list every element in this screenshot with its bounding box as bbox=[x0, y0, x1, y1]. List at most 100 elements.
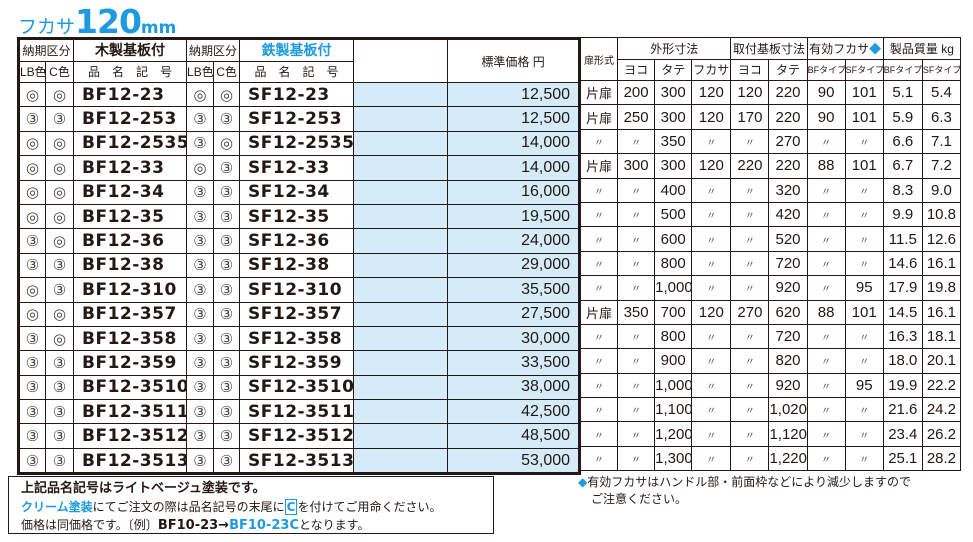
bf-effective-depth: 〃 bbox=[806, 128, 846, 155]
steel-lb-lead-time: ③ bbox=[186, 350, 215, 376]
sf-weight: 5.4 bbox=[921, 79, 962, 106]
wood-lb-lead-time: ◎ bbox=[18, 130, 46, 157]
sf-weight: 18.1 bbox=[921, 323, 962, 350]
steel-lb-lead-time: ③ bbox=[186, 423, 215, 449]
note-text: を付けてご用命ください。 bbox=[297, 500, 442, 514]
wood-lb-lead-time: ③ bbox=[18, 399, 46, 425]
spec-table: 扉形式 外形寸法 取付基板寸法 有効フカサ◆ 製品質量 kg ヨコ タテ フカサ… bbox=[579, 37, 962, 472]
steel-c-lead-time: ③ bbox=[213, 179, 241, 205]
sf-effective-depth: 〃 bbox=[844, 348, 884, 374]
table-row: 〃〃 1,000 〃〃 920 〃 95 17.9 19.8 bbox=[579, 275, 962, 301]
wood-product-code: BF12-358 bbox=[73, 325, 188, 352]
table-row: 〃〃 1,300 〃〃 1,220 〃〃 25.1 28.2 bbox=[579, 445, 962, 472]
steel-c-lead-time: ③ bbox=[213, 228, 241, 254]
table-row: ◎ ◎ BF12-23 ◎ ◎ SF12-23 12,500 bbox=[18, 81, 581, 108]
blank-cell bbox=[353, 228, 449, 254]
outer-dimension-header: 外形寸法 bbox=[617, 37, 732, 60]
blank-cell bbox=[353, 203, 449, 230]
page-title: フカサ120mm bbox=[18, 2, 176, 41]
outer-width: 300 bbox=[617, 153, 656, 179]
weight-header: 製品質量 kg bbox=[882, 37, 962, 60]
bf-effective-depth: 〃 bbox=[806, 226, 846, 252]
table-row: ③ ③ BF12-253 ③ ③ SF12-253 12,500 bbox=[18, 106, 581, 132]
outer-height: 900 bbox=[654, 348, 693, 374]
note-text: にてご注文の際は品名記号の末尾に bbox=[92, 500, 285, 514]
bf-weight: 17.9 bbox=[882, 275, 923, 301]
table-row: 〃〃 800 〃〃 720 〃〃 16.3 18.1 bbox=[579, 323, 962, 350]
mount-height: 920 bbox=[768, 275, 808, 301]
outer-height: 500 bbox=[654, 201, 693, 228]
outer-width: 〃 bbox=[617, 372, 656, 399]
sf-weight: 16.1 bbox=[921, 250, 962, 277]
bf-effective-depth: 〃 bbox=[806, 372, 846, 399]
steel-c-lead-time: ③ bbox=[213, 325, 241, 352]
wood-c-lead-time: ③ bbox=[44, 106, 75, 132]
standard-price: 30,000 bbox=[447, 325, 581, 352]
mount-width: 〃 bbox=[730, 397, 770, 423]
sf-effective-depth: 〃 bbox=[844, 323, 884, 350]
wood-c-lead-time: ③ bbox=[44, 374, 75, 401]
door-type: 〃 bbox=[579, 397, 619, 423]
sf-effective-depth: 〃 bbox=[844, 201, 884, 228]
example-code: BF10-23→ bbox=[157, 518, 230, 533]
bf-weight: 8.3 bbox=[882, 177, 923, 203]
lead-time-header: 納期区分 bbox=[186, 38, 241, 62]
code-header: 品 名 記 号 bbox=[239, 60, 355, 83]
mount-height: 220 bbox=[768, 79, 808, 106]
table-row: ③ ③ BF12-3513 ③ ③ SF12-3513 53,000 bbox=[18, 447, 581, 475]
mount-height: 420 bbox=[768, 201, 808, 228]
mount-width: 〃 bbox=[730, 201, 770, 228]
steel-product-code: SF12-358 bbox=[239, 325, 355, 352]
sf-weight: 24.2 bbox=[921, 397, 962, 423]
steel-product-code: SF12-23 bbox=[239, 81, 355, 108]
sf-effective-depth: 〃 bbox=[844, 250, 884, 277]
table-row: 〃〃 1,000 〃〃 920 〃 95 19.9 22.2 bbox=[579, 372, 962, 399]
bf-weight: 18.0 bbox=[882, 348, 923, 374]
bf-weight: 11.5 bbox=[882, 226, 923, 252]
steel-product-code: SF12-3512 bbox=[239, 423, 355, 449]
door-type: 〃 bbox=[579, 275, 619, 301]
wood-lb-lead-time: ③ bbox=[18, 325, 46, 352]
mount-width: 〃 bbox=[730, 348, 770, 374]
steel-base-header: 鉄製基板付 bbox=[239, 38, 355, 62]
table-row: ③ ◎ BF12-36 ③ ③ SF12-36 24,000 bbox=[18, 228, 581, 254]
wood-product-code: BF12-310 bbox=[73, 277, 188, 303]
steel-c-lead-time: ③ bbox=[213, 203, 241, 230]
steel-lb-lead-time: ③ bbox=[186, 374, 215, 401]
bf-weight: 21.6 bbox=[882, 397, 923, 423]
bf-weight: 5.9 bbox=[882, 104, 923, 130]
steel-c-lead-time: ③ bbox=[213, 447, 241, 475]
steel-product-code: SF12-357 bbox=[239, 301, 355, 327]
mount-height: 220 bbox=[768, 104, 808, 130]
outer-height: 600 bbox=[654, 226, 693, 252]
table-row: 〃〃 400 〃〃 320 〃〃 8.3 9.0 bbox=[579, 177, 962, 203]
mount-height: 1,120 bbox=[768, 421, 808, 447]
wood-lb-lead-time: ③ bbox=[18, 106, 46, 132]
bf-type-header: BFタイプ bbox=[806, 58, 846, 81]
steel-lb-lead-time: ③ bbox=[186, 179, 215, 205]
bf-effective-depth: 〃 bbox=[806, 397, 846, 423]
wood-lb-lead-time: ③ bbox=[18, 228, 46, 254]
table-row: ③ ③ BF12-359 ③ ③ SF12-359 33,500 bbox=[18, 350, 581, 376]
outer-depth: 〃 bbox=[691, 201, 732, 228]
depth-note-line2: ご注意ください。 bbox=[591, 492, 688, 506]
standard-price: 35,500 bbox=[447, 277, 581, 303]
outer-depth: 〃 bbox=[691, 348, 732, 374]
outer-depth: 〃 bbox=[691, 397, 732, 423]
outer-depth: 〃 bbox=[691, 421, 732, 447]
outer-height: 1,300 bbox=[654, 445, 693, 472]
table-row: ③ ③ BF12-3510 ③ ③ SF12-3510 38,000 bbox=[18, 374, 581, 401]
wood-lb-lead-time: ③ bbox=[18, 447, 46, 475]
bf-effective-depth: 〃 bbox=[806, 421, 846, 447]
door-type: 〃 bbox=[579, 421, 619, 447]
wood-c-lead-time: ◎ bbox=[44, 81, 75, 108]
wood-c-lead-time: ◎ bbox=[44, 203, 75, 230]
steel-product-code: SF12-36 bbox=[239, 228, 355, 254]
bf-weight: 9.9 bbox=[882, 201, 923, 228]
outer-width: 200 bbox=[617, 79, 656, 106]
steel-c-lead-time: ③ bbox=[213, 252, 241, 279]
outer-width: 〃 bbox=[617, 348, 656, 374]
steel-product-code: SF12-310 bbox=[239, 277, 355, 303]
table-row: ◎ ◎ BF12-2535 ③ ◎ SF12-2535 14,000 bbox=[18, 130, 581, 157]
outer-depth: 〃 bbox=[691, 445, 732, 472]
